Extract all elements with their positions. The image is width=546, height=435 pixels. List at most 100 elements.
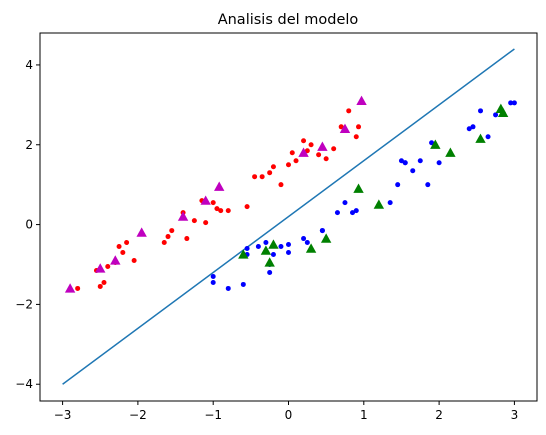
data-point	[425, 182, 431, 188]
data-point	[402, 160, 408, 166]
data-point	[470, 124, 476, 130]
y-tick-label: 0	[25, 218, 33, 232]
data-point-triangle	[475, 133, 486, 143]
data-point	[244, 246, 250, 252]
data-point	[286, 242, 291, 248]
fit-line	[62, 48, 515, 385]
data-point-triangle	[356, 95, 367, 106]
data-point	[334, 210, 340, 216]
data-point	[267, 170, 273, 176]
x-tick-label: 0	[285, 408, 293, 422]
data-point-triangle	[268, 239, 279, 249]
data-point-triangle	[238, 249, 249, 259]
x-tick-label: −1	[204, 408, 222, 422]
data-point	[191, 218, 197, 224]
data-point	[259, 174, 265, 180]
data-point	[105, 263, 111, 269]
data-point	[270, 164, 276, 170]
data-point-triangle	[373, 199, 385, 209]
data-point	[342, 200, 348, 206]
data-point-triangle	[214, 181, 225, 191]
data-point	[387, 200, 393, 206]
data-point	[319, 228, 325, 234]
data-point	[214, 206, 220, 212]
data-point	[316, 152, 322, 158]
data-point	[270, 252, 276, 258]
data-point	[184, 236, 190, 242]
data-point	[395, 182, 401, 188]
data-point-triangle	[430, 139, 441, 149]
data-point	[436, 160, 442, 166]
data-point-triangle	[317, 141, 328, 151]
data-point	[346, 108, 352, 114]
data-point	[304, 148, 310, 154]
data-point	[429, 140, 435, 146]
data-point	[485, 134, 491, 140]
data-point	[350, 210, 356, 216]
y-tick-label: 4	[25, 58, 33, 72]
data-point	[308, 142, 314, 148]
data-point	[301, 236, 307, 242]
data-point	[165, 234, 171, 240]
data-point	[210, 273, 216, 279]
data-point	[210, 200, 216, 206]
y-tick-label: −2	[15, 297, 33, 311]
data-point-triangle	[200, 195, 211, 205]
y-tick-label: 2	[25, 138, 33, 152]
data-point-triangle	[110, 255, 121, 265]
data-point	[263, 240, 269, 246]
data-point	[75, 285, 81, 291]
data-point	[131, 258, 137, 264]
data-point	[293, 158, 299, 164]
data-point	[323, 156, 329, 162]
data-point	[466, 126, 472, 132]
x-tick-label: −2	[129, 408, 147, 422]
data-point	[278, 244, 284, 250]
data-point	[410, 168, 416, 174]
data-point-triangle	[264, 257, 275, 267]
data-point-triangle	[353, 183, 364, 193]
data-point-triangle	[298, 147, 309, 157]
data-point-triangle	[136, 227, 147, 237]
data-point	[124, 240, 130, 246]
data-point	[304, 240, 310, 246]
data-point	[417, 158, 423, 164]
x-tick-label: −3	[54, 408, 72, 422]
data-point	[218, 208, 224, 214]
data-point	[120, 250, 126, 256]
data-point	[331, 146, 337, 152]
plot-marks	[62, 48, 517, 385]
data-point-triangle	[320, 233, 332, 243]
data-point	[161, 240, 167, 246]
data-point	[225, 285, 231, 291]
data-point	[169, 228, 175, 234]
data-point	[353, 208, 359, 214]
data-point	[356, 124, 362, 130]
data-point	[255, 244, 261, 250]
data-point	[353, 134, 359, 140]
data-point-triangle	[305, 243, 317, 253]
data-point-triangle	[445, 147, 456, 157]
data-point	[338, 124, 344, 130]
data-point	[252, 174, 258, 180]
data-point	[398, 158, 404, 164]
data-point	[97, 283, 103, 289]
x-tick-label: 3	[511, 408, 519, 422]
data-point	[240, 281, 246, 287]
data-point	[301, 138, 307, 144]
data-point-triangle	[339, 123, 351, 133]
data-point	[286, 162, 291, 168]
data-point	[278, 182, 284, 188]
data-point-triangle	[64, 283, 76, 293]
data-point	[210, 279, 216, 285]
data-point	[478, 108, 484, 114]
data-point	[244, 204, 250, 210]
data-point	[508, 100, 514, 106]
data-point	[493, 112, 499, 118]
data-point	[286, 250, 291, 256]
x-tick-label: 2	[435, 408, 443, 422]
data-point	[511, 100, 517, 106]
data-point-triangle	[497, 107, 509, 117]
data-point-triangle	[95, 263, 106, 273]
